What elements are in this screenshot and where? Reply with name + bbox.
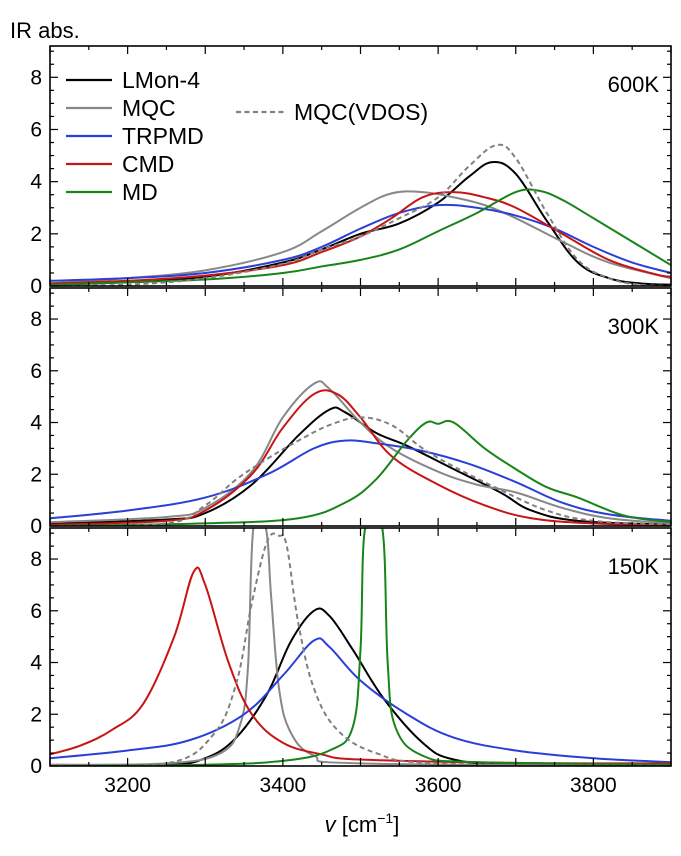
series-line-mqc-vdos <box>50 416 671 526</box>
panel-temperature-label: 150K <box>608 554 660 579</box>
y-tick-label: 6 <box>30 118 42 141</box>
legend-label-mqc: MQC <box>122 95 176 121</box>
legend-label-md: MD <box>122 179 158 205</box>
series-line-md <box>50 188 671 286</box>
y-tick-label: 4 <box>30 412 42 435</box>
series-line-trpmd <box>50 637 671 764</box>
series-line-md <box>50 419 671 526</box>
panel-300k: 0 2 4 6 8 300K <box>30 287 672 538</box>
y-tick-label: 8 <box>30 548 42 571</box>
series-line-md <box>50 528 671 766</box>
y-tick-label: 0 <box>30 275 42 298</box>
series-line-trpmd <box>50 439 671 522</box>
x-axis-unit-exp: −1 <box>377 810 393 826</box>
x-tick-label: 3800 <box>570 774 617 797</box>
series-line-cmd <box>50 191 671 285</box>
series-line-mqc <box>50 190 671 285</box>
y-tick-label: 8 <box>30 66 42 89</box>
panel-150k: 0 2 4 6 8 3200 3400 3600 3800 150K <box>30 527 672 797</box>
y-tick-label: 6 <box>30 360 42 383</box>
series-group <box>50 143 671 286</box>
x-axis-symbol: v <box>325 812 338 837</box>
y-tick-label: 2 <box>30 703 42 726</box>
series-line-trpmd <box>50 203 671 282</box>
panel-temperature-label: 300K <box>608 314 660 339</box>
series-line-lmon-4 <box>50 406 671 526</box>
series-line-mqc <box>50 528 671 766</box>
plot-frame <box>49 287 672 527</box>
series-group <box>50 380 671 526</box>
legend-label-mqc-vdos: MQC(VDOS) <box>294 99 428 125</box>
x-tick-label: 3200 <box>104 774 151 797</box>
x-axis-label: v [cm−1] <box>325 810 400 837</box>
legend-label-lmon-4: LMon-4 <box>122 67 200 93</box>
y-tick-label: 4 <box>30 652 42 675</box>
legend-label-trpmd: TRPMD <box>122 123 204 149</box>
y-tick-label: 4 <box>30 171 42 194</box>
y-tick-label: 2 <box>30 223 42 246</box>
series-group <box>50 528 671 766</box>
series-line-mqc <box>50 380 671 525</box>
series-line-mqc-vdos <box>50 532 671 766</box>
x-tick-label: 3600 <box>415 774 462 797</box>
panel-600k: 0 2 4 6 8 600K <box>30 45 672 298</box>
legend-label-cmd: CMD <box>122 151 174 177</box>
y-tick-label: 8 <box>30 308 42 331</box>
x-axis-unit-prefix: [cm <box>336 812 378 837</box>
x-tick-label: 3400 <box>260 774 307 797</box>
x-axis-unit-suffix: ] <box>393 812 399 837</box>
y-tick-label: 0 <box>30 515 42 538</box>
y-tick-label: 0 <box>30 755 42 778</box>
y-tick-label: 6 <box>30 600 42 623</box>
panel-temperature-label: 600K <box>608 72 660 97</box>
series-line-mqc-vdos <box>50 143 671 286</box>
y-axis-label: IR abs. <box>10 18 80 43</box>
y-tick-label: 2 <box>30 463 42 486</box>
series-line-cmd <box>50 389 671 526</box>
